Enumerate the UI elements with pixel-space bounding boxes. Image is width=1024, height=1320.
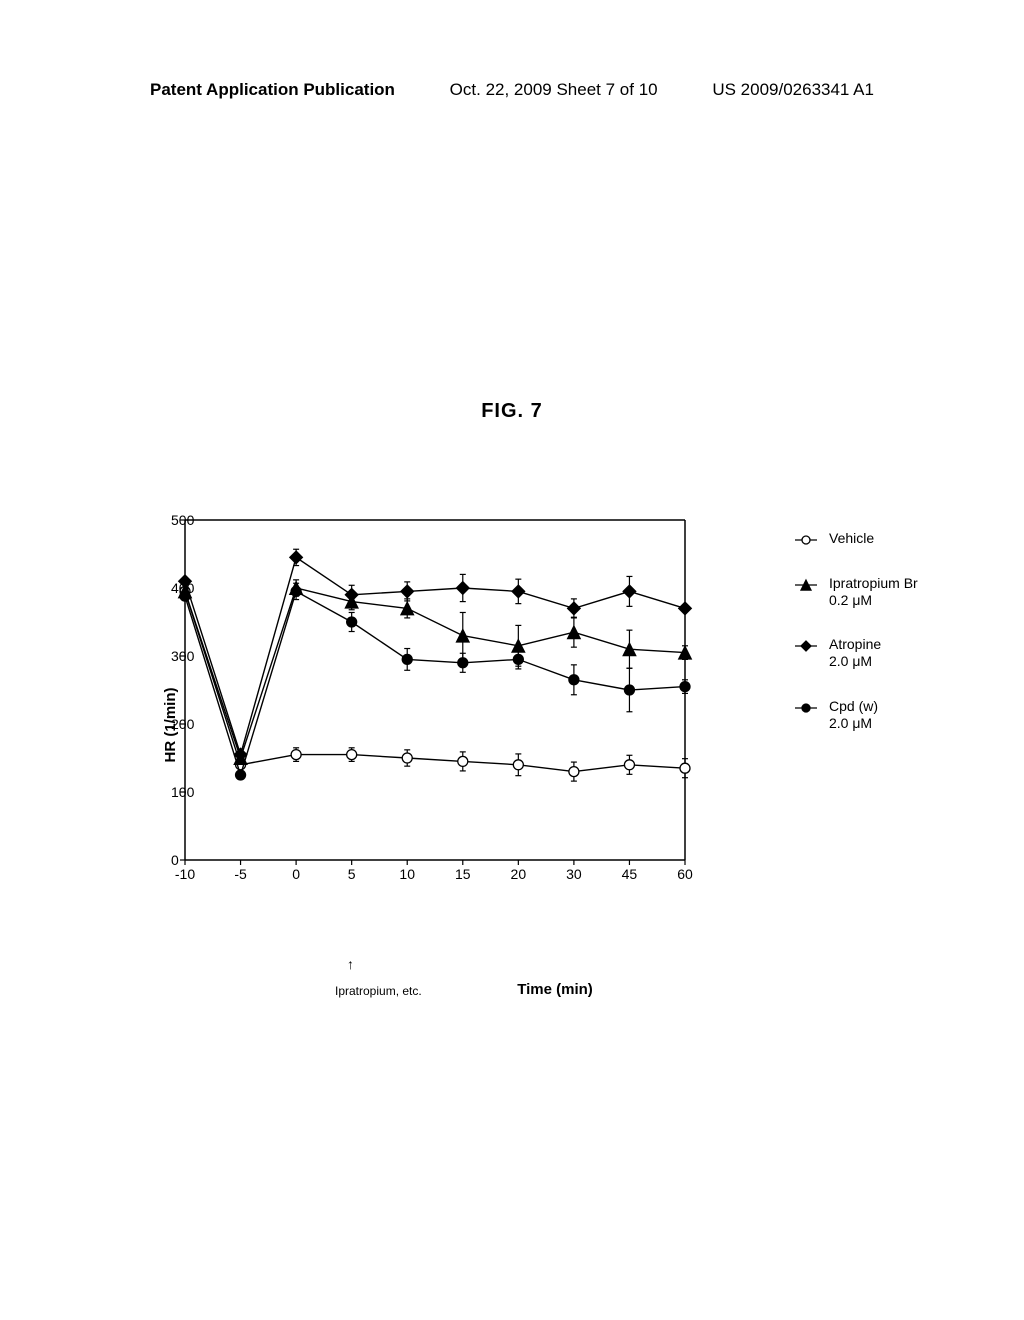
injection-note: Ipratropium, etc. bbox=[335, 984, 422, 998]
legend-symbol-icon bbox=[795, 577, 823, 591]
injection-arrow-icon: ↑ bbox=[347, 956, 354, 972]
header-mid: Oct. 22, 2009 Sheet 7 of 10 bbox=[450, 80, 658, 100]
x-tick-label: 10 bbox=[399, 866, 415, 882]
x-tick-label: 0 bbox=[292, 866, 300, 882]
legend-item: Cpd (w)2.0 μM bbox=[795, 698, 945, 732]
legend-label: Vehicle bbox=[829, 530, 874, 547]
legend-label: Ipratropium Br0.2 μM bbox=[829, 575, 918, 609]
x-axis-label: Time (min) bbox=[517, 981, 593, 998]
chart-svg bbox=[175, 510, 695, 870]
legend-symbol-icon bbox=[795, 638, 823, 652]
x-tick-label: 20 bbox=[511, 866, 527, 882]
x-tick-label: 30 bbox=[566, 866, 582, 882]
figure-title: FIG. 7 bbox=[0, 400, 1024, 423]
legend-item: Vehicle bbox=[795, 530, 945, 547]
legend-item: Ipratropium Br0.2 μM bbox=[795, 575, 945, 609]
x-tick-label: 5 bbox=[348, 866, 356, 882]
header-left: Patent Application Publication bbox=[150, 80, 395, 100]
x-tick-label: -10 bbox=[175, 866, 195, 882]
legend-symbol-icon bbox=[795, 700, 823, 714]
x-tick-label: 45 bbox=[622, 866, 638, 882]
legend-label: Atropine2.0 μM bbox=[829, 636, 881, 670]
x-tick-label: 15 bbox=[455, 866, 471, 882]
legend-label: Cpd (w)2.0 μM bbox=[829, 698, 878, 732]
page-header: Patent Application Publication Oct. 22, … bbox=[0, 80, 1024, 100]
header-right: US 2009/0263341 A1 bbox=[712, 80, 874, 100]
legend-symbol-icon bbox=[795, 532, 823, 546]
legend-item: Atropine2.0 μM bbox=[795, 636, 945, 670]
x-tick-label: -5 bbox=[234, 866, 246, 882]
chart-legend: Vehicle Ipratropium Br0.2 μM Atropine2.0 μ… bbox=[795, 530, 945, 760]
x-tick-label: 60 bbox=[677, 866, 693, 882]
chart-container: HR (1/min) 0100200300400500 -10-50510152… bbox=[175, 510, 935, 940]
page: Patent Application Publication Oct. 22, … bbox=[0, 0, 1024, 1320]
